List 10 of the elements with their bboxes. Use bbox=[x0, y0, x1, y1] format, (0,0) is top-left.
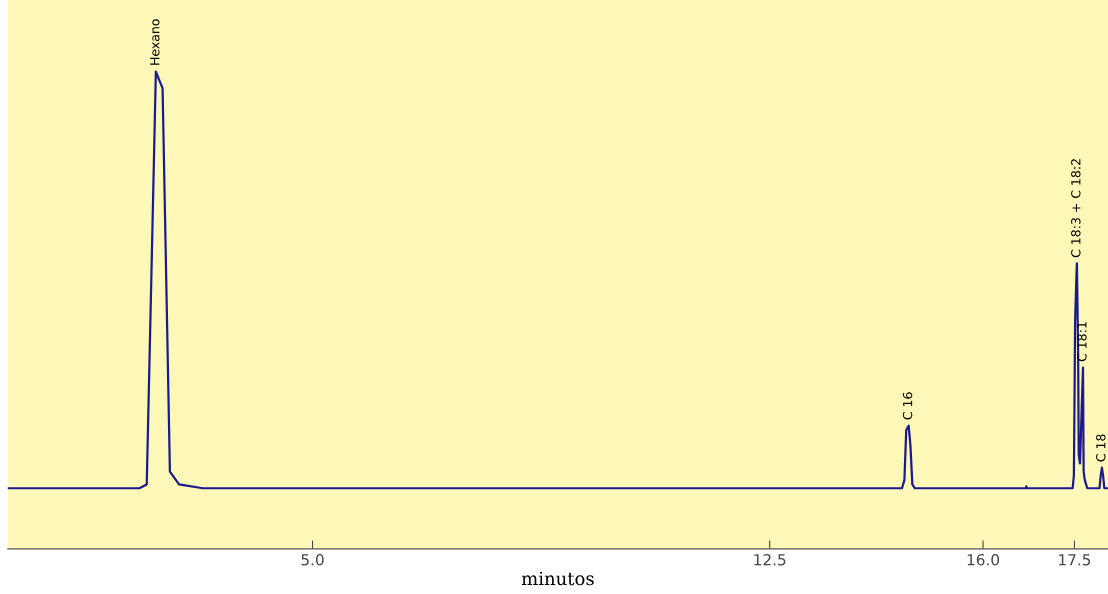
x-tick-label: 5.0 bbox=[301, 553, 324, 566]
annotation: Hexano bbox=[150, 19, 160, 65]
x-axis-title: minutos bbox=[521, 571, 594, 586]
x-tick-label: 17.5 bbox=[1059, 554, 1091, 566]
x-tick-label: 16.0 bbox=[967, 553, 1000, 566]
annotation: C 18 bbox=[1096, 434, 1106, 462]
x-tick-label: 12.5 bbox=[754, 553, 786, 566]
annotation: C 18:3 + C 18:2 bbox=[1071, 159, 1081, 258]
annotation: C 18:1 bbox=[1077, 322, 1087, 362]
annotation: C 16 bbox=[902, 392, 913, 420]
